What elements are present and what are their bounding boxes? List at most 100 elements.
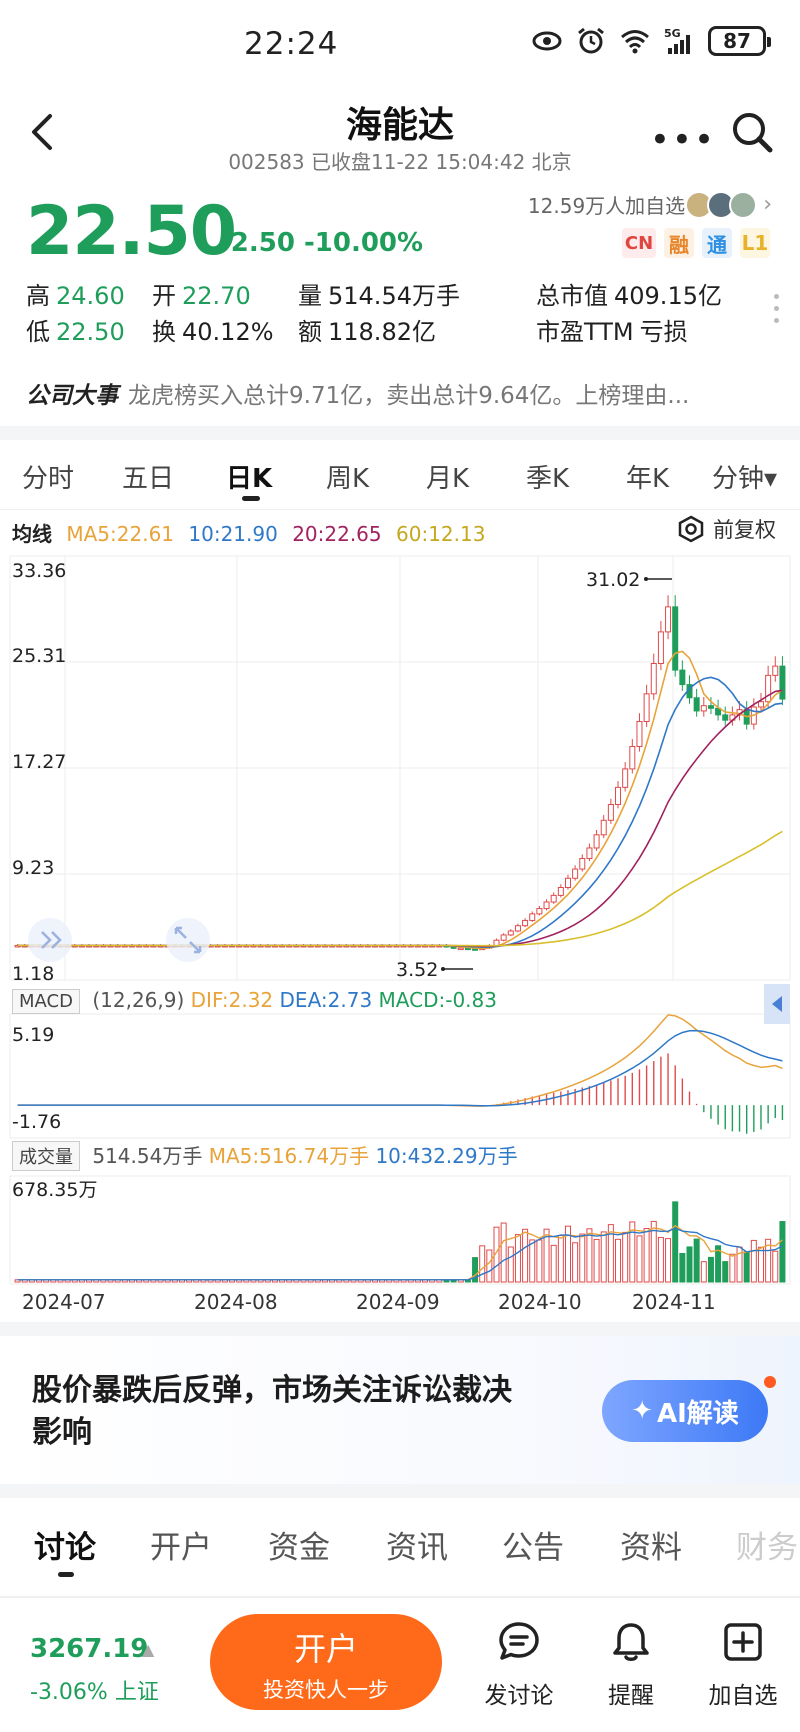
reminder-label: 提醒	[608, 1683, 654, 1709]
candle	[579, 858, 586, 870]
ai-interpret-button[interactable]: ✦ AI解读	[602, 1380, 768, 1442]
dea-line	[17, 1029, 783, 1107]
ma20-value: 20:22.65	[292, 522, 382, 546]
x-tick: 2024-11	[632, 1290, 716, 1314]
badge-margin: 融	[664, 228, 694, 258]
volume-bar	[672, 1201, 679, 1283]
wifi-icon	[621, 30, 649, 54]
volume-tag[interactable]: 成交量	[12, 1141, 80, 1171]
expand-icon[interactable]	[166, 918, 210, 962]
macd-bars	[17, 1014, 784, 1134]
stock-header: 海能达 002583 已收盘11-22 15:04:42 北京 •••	[0, 90, 800, 180]
candle	[593, 834, 600, 849]
y-tick: 33.36	[12, 560, 66, 582]
volume-bar	[743, 1251, 750, 1283]
avatar	[729, 190, 758, 219]
kline-chart[interactable]: 33.36 25.31 17.27 9.23 1.18 31.02 3.52 5…	[0, 550, 800, 1290]
volume-bar	[507, 1246, 514, 1283]
volume-bar	[679, 1252, 686, 1283]
candle	[679, 669, 686, 686]
volume-bars	[14, 1201, 786, 1283]
index-change[interactable]: -3.06% 上证	[30, 1680, 159, 1705]
tab-quarterly-k[interactable]: 季K	[526, 464, 570, 494]
high-price-label: 31.02	[586, 569, 640, 591]
volume-bar	[722, 1261, 729, 1283]
volume-y-tick: 678.35万	[12, 1179, 97, 1201]
candle	[529, 913, 536, 921]
tab-announcements[interactable]: 公告	[502, 1530, 564, 1566]
candle	[507, 930, 514, 936]
candle	[772, 665, 779, 676]
y-tick: 25.31	[12, 645, 66, 667]
back-icon[interactable]	[24, 110, 64, 154]
volume-bar	[572, 1242, 579, 1283]
candle	[572, 868, 579, 879]
badge-l1: L1	[740, 228, 770, 258]
index-value[interactable]: 3267.19	[30, 1634, 149, 1664]
tab-financials[interactable]: 财务	[736, 1530, 798, 1566]
more-icon[interactable]: •••	[649, 120, 716, 160]
ai-summary-card[interactable]: 股价暴跌后反弹，市场关注诉讼裁决影响 ✦ AI解读	[0, 1336, 800, 1484]
candle	[550, 894, 557, 903]
company-event[interactable]: 公司大事 龙虎榜买入总计9.71亿，卖出总计9.64亿。上榜理由...	[26, 376, 778, 416]
volume-bar	[586, 1228, 593, 1283]
divider	[0, 1484, 800, 1498]
tab-weekly-k[interactable]: 周K	[326, 464, 370, 494]
chat-icon	[499, 1622, 539, 1660]
ai-summary-text: 股价暴跌后反弹，市场关注诉讼裁决影响	[32, 1373, 512, 1450]
candle	[522, 919, 529, 927]
pan-icon[interactable]	[28, 918, 72, 962]
market-badges: CN 融 通 L1	[622, 228, 770, 258]
low-annotation: 3.52	[396, 959, 473, 981]
tab-intraday[interactable]: 分时	[22, 464, 75, 494]
price-change: -2.50 -10.00%	[220, 228, 424, 258]
status-bar: 22:24 5G 87	[0, 0, 800, 90]
candle	[665, 606, 672, 633]
ai-button-label: AI解读	[657, 1398, 739, 1429]
follower-text: 12.59万人加自选	[527, 194, 686, 218]
price-grid	[9, 555, 791, 981]
expand-stats-icon[interactable]	[774, 294, 780, 330]
post-discussion-button[interactable]: 发讨论	[474, 1620, 564, 1710]
candle	[557, 887, 564, 896]
x-tick: 2024-09	[356, 1290, 440, 1314]
volume-bar	[700, 1261, 707, 1283]
content-tabs: 讨论 开户 资金 资讯 公告 资料 财务	[0, 1500, 800, 1596]
open-account-button[interactable]: 开户 投资快人一步	[210, 1614, 442, 1710]
tab-daily-k[interactable]: 日K	[226, 464, 273, 494]
search-icon[interactable]	[728, 108, 776, 156]
volume-bar	[600, 1231, 607, 1283]
tab-minute[interactable]: 分钟▾	[712, 464, 778, 494]
candle	[636, 720, 643, 748]
volume-bar	[765, 1238, 772, 1283]
ma-label: 均线	[12, 522, 52, 546]
tab-discussion[interactable]: 讨论	[34, 1530, 96, 1566]
volume-bar	[536, 1239, 543, 1283]
candle	[672, 606, 679, 671]
macd-tag[interactable]: MACD	[12, 989, 80, 1014]
candle	[757, 701, 764, 708]
candle	[693, 697, 700, 712]
follower-count[interactable]: 12.59万人加自选 ›	[528, 190, 772, 219]
add-watchlist-button[interactable]: 加自选	[698, 1620, 788, 1710]
candle	[564, 877, 571, 889]
high-annotation: 31.02	[586, 569, 672, 591]
tab-news[interactable]: 资讯	[386, 1530, 448, 1566]
stat-pe: 市盈TTM 亏损	[536, 318, 688, 346]
volume-bar	[657, 1237, 664, 1283]
reminder-button[interactable]: 提醒	[586, 1620, 676, 1710]
bell-icon	[613, 1623, 649, 1661]
tab-monthly-k[interactable]: 月K	[426, 464, 470, 494]
event-text: 龙虎榜买入总计9.71亿，卖出总计9.64亿。上榜理由...	[128, 383, 690, 409]
tab-funds[interactable]: 资金	[268, 1530, 330, 1566]
tab-open-account[interactable]: 开户	[150, 1530, 212, 1566]
adjust-selector[interactable]: 前复权	[677, 514, 776, 544]
tab-five-day[interactable]: 五日	[122, 464, 175, 494]
tab-yearly-k[interactable]: 年K	[626, 464, 670, 494]
volume-bar	[607, 1224, 614, 1283]
tab-profile[interactable]: 资料	[620, 1530, 682, 1566]
volume-bar	[514, 1234, 521, 1283]
macd-collapse-icon[interactable]	[764, 984, 790, 1024]
macd-dea: DEA:2.73	[279, 988, 373, 1012]
volume-bar	[665, 1238, 672, 1283]
